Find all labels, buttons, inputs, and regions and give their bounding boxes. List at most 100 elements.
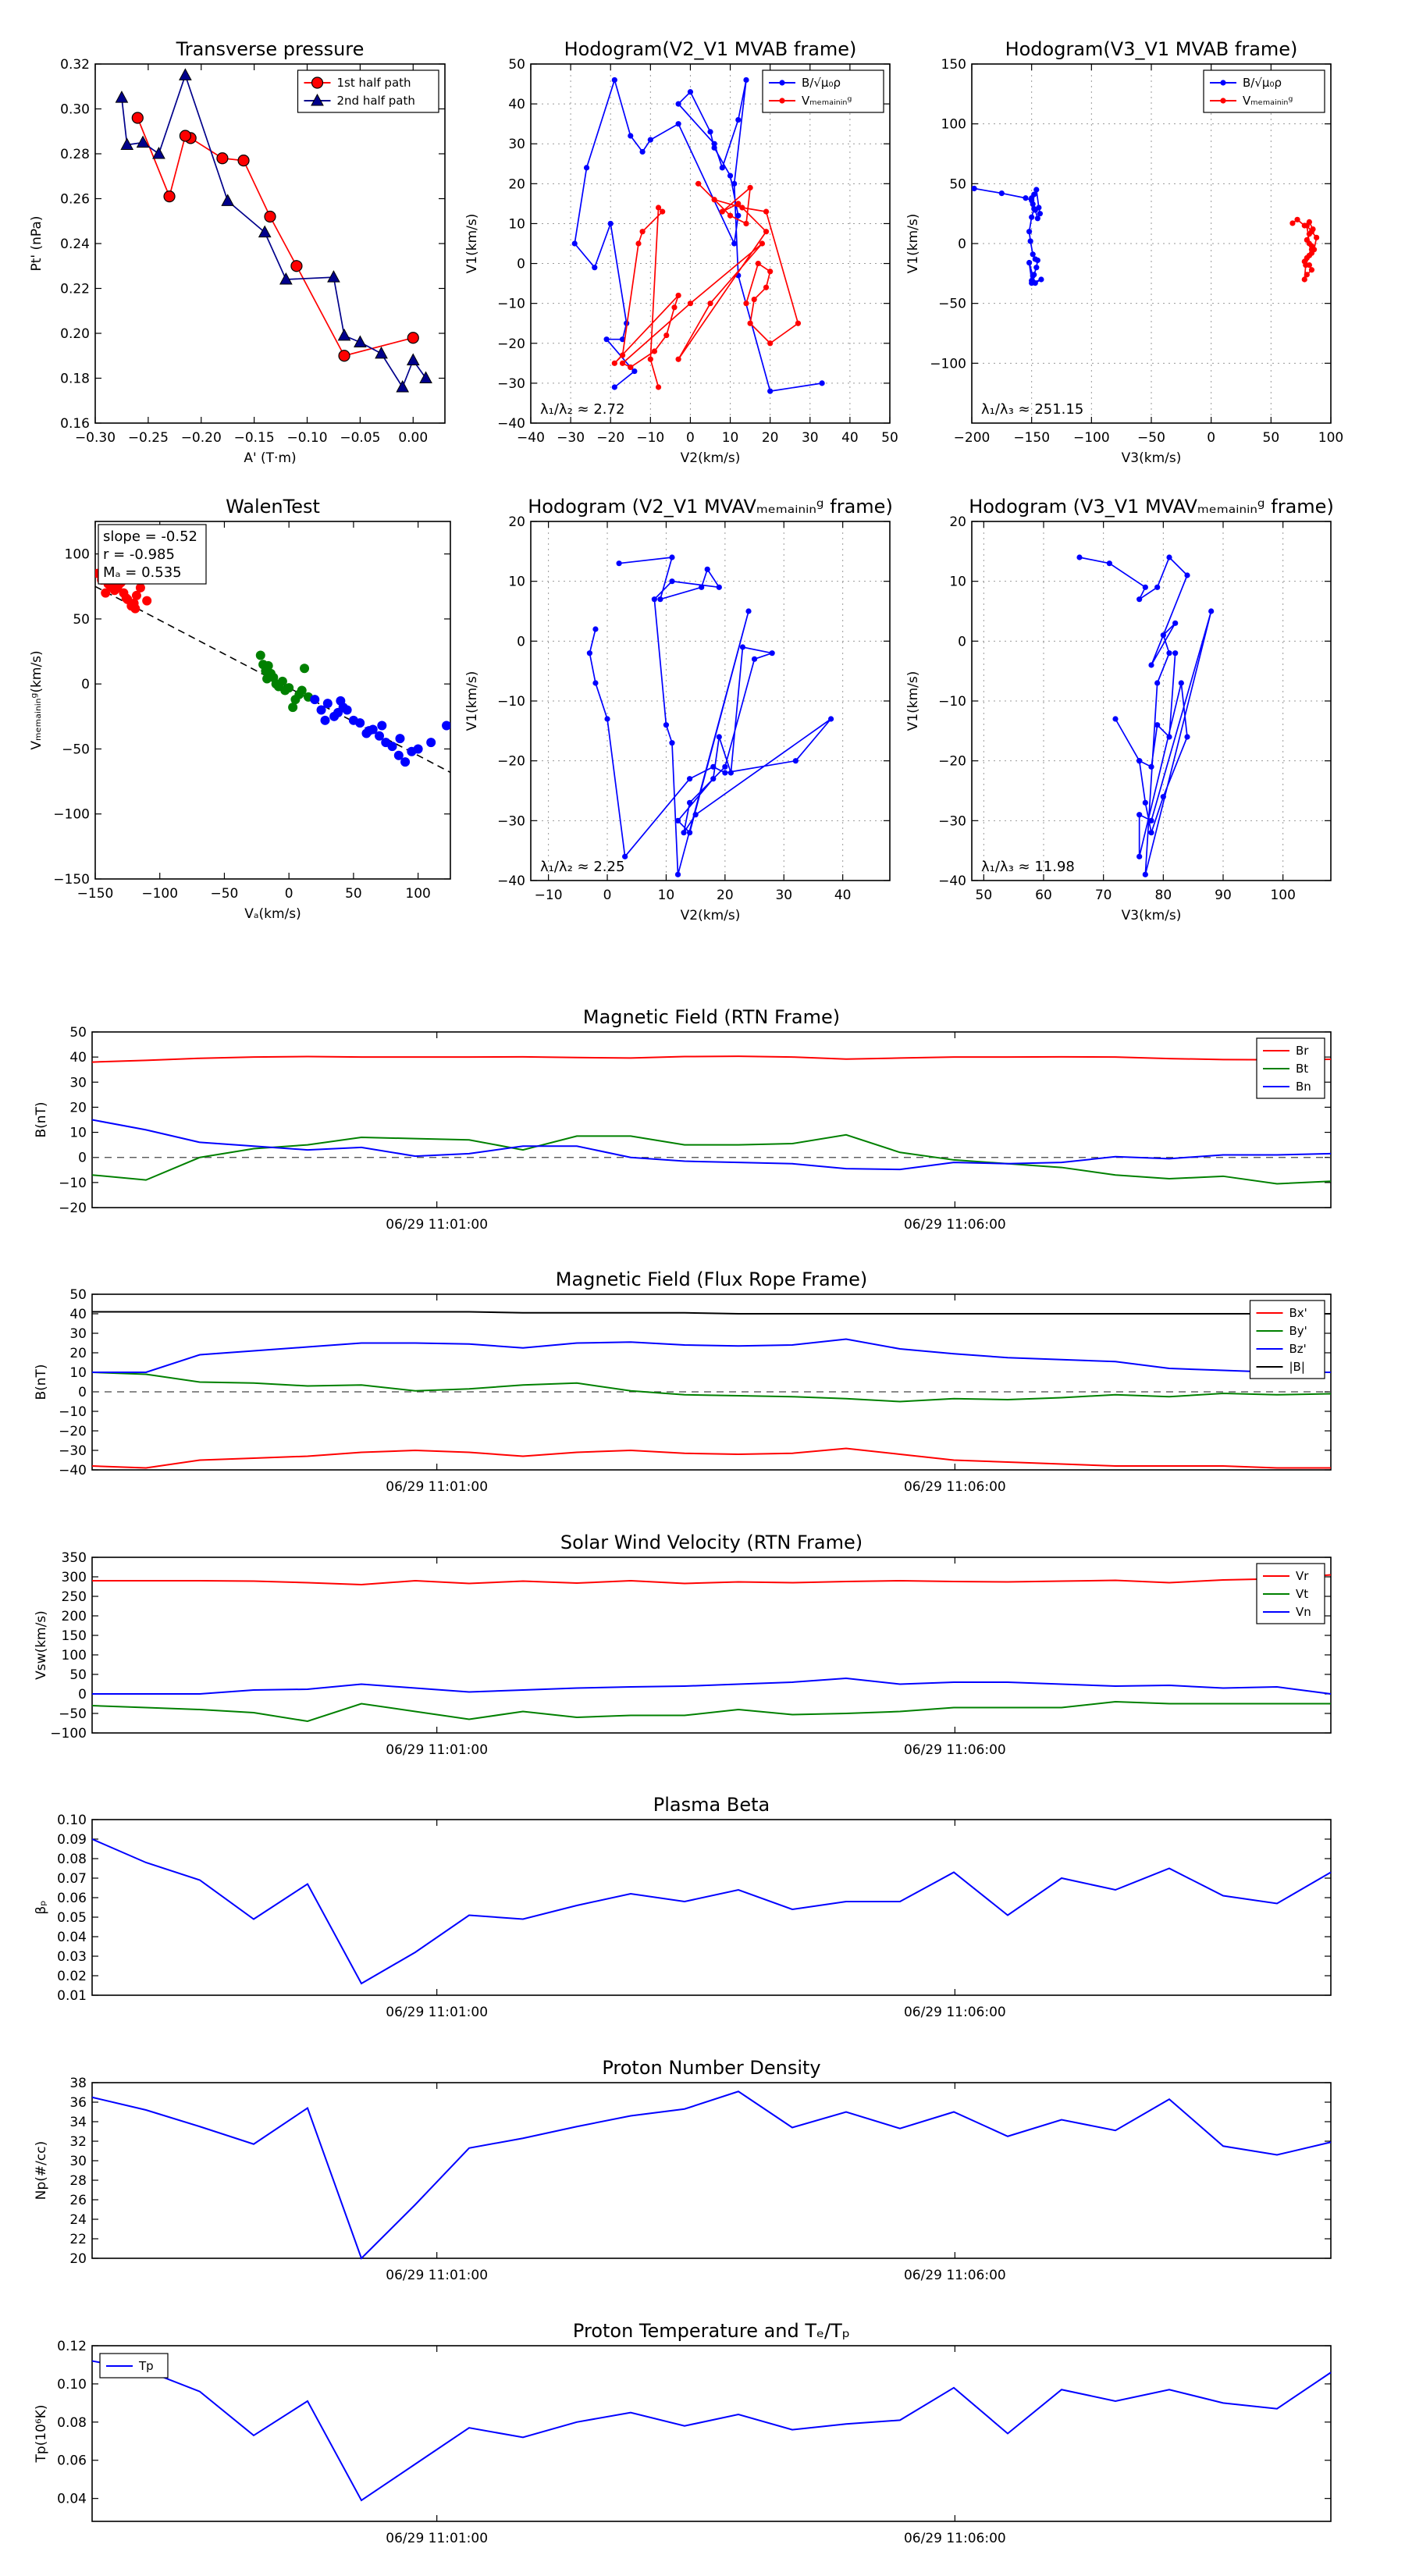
- series-line-Vt: [91, 1700, 1331, 1723]
- data-point: [1023, 195, 1029, 201]
- y-tick-label: 22: [69, 2232, 87, 2247]
- x-tick-label: 50: [881, 430, 898, 446]
- axes-frame: [91, 1293, 1332, 1471]
- y-tick-label: −50: [59, 1706, 87, 1722]
- x-tick-label: −0.15: [234, 430, 275, 446]
- y-tick-label: −100: [53, 807, 90, 823]
- legend-marker: [311, 93, 324, 106]
- legend-label: B/√μ₀ρ: [1243, 76, 1282, 90]
- data-point: [707, 301, 713, 307]
- y-tick-label: 30: [69, 2154, 87, 2169]
- data-point: [669, 554, 675, 560]
- data-point: [354, 335, 367, 347]
- x-tick-label: −0.30: [75, 430, 116, 446]
- y-tick-label: −30: [938, 813, 966, 829]
- data-point: [722, 763, 728, 770]
- stats-line: slope = -0.52: [103, 528, 197, 545]
- data-point: [1160, 794, 1166, 800]
- data-point: [221, 194, 235, 206]
- y-tick-label: 0: [517, 257, 525, 272]
- data-point: [639, 148, 646, 155]
- data-point: [759, 240, 766, 247]
- y-tick-label: 0: [958, 634, 966, 649]
- y-tick-label: −10: [59, 1176, 87, 1191]
- data-point: [1306, 252, 1312, 258]
- y-tick-label: 50: [69, 1667, 87, 1683]
- data-point: [751, 656, 758, 662]
- time-tick-label: 06/29 11:01:00: [386, 1479, 488, 1495]
- legend-box: [1203, 69, 1325, 113]
- stats-line: r = -0.985: [103, 546, 175, 563]
- y-axis-label: B(nT): [34, 1101, 49, 1137]
- data-point: [607, 220, 614, 227]
- data-point: [1034, 215, 1040, 222]
- series-line-0: [589, 557, 832, 875]
- time-tick-label: 06/29 11:01:00: [386, 2005, 488, 2020]
- y-tick-label: 50: [69, 1025, 87, 1041]
- chart-hodogram-v2v1-mvab: −40 −30 −20 −10 0 10 20 30 40 50 −40 −30 −20 −10 0 10 20…: [464, 38, 898, 466]
- data-point: [727, 173, 734, 179]
- data-point: [364, 726, 374, 736]
- data-point: [163, 190, 176, 203]
- chart-hodogram-v3v1-mvav: −40 −30 −20 −10 0 10 20 50 60 70 80 90 100 Hodogram (…: [905, 496, 1334, 923]
- y-tick-label: −20: [938, 754, 966, 770]
- data-point: [687, 830, 693, 836]
- data-point: [619, 360, 626, 366]
- data-point: [1038, 276, 1044, 283]
- y-tick-label: 10: [69, 1365, 87, 1381]
- legend-marker: [311, 76, 324, 89]
- data-point: [327, 270, 340, 283]
- data-point: [1142, 871, 1148, 877]
- chart-hodogram-v3v1-mvab: −100 −50 0 50 100 150 −200 −150 −100 −50 0 50 100 Hod…: [905, 38, 1343, 466]
- data-point: [663, 332, 670, 339]
- time-tick-label: 06/29 11:01:00: [386, 2268, 488, 2283]
- data-point: [639, 229, 646, 235]
- x-tick-label: −100: [141, 886, 178, 902]
- data-point: [739, 644, 746, 650]
- y-tick-label: 0.05: [57, 1910, 87, 1926]
- y-tick-label: 10: [508, 575, 525, 590]
- data-point: [142, 596, 152, 606]
- legend-box: [1249, 1300, 1325, 1379]
- y-tick-label: −10: [938, 694, 966, 710]
- y-tick-label: −40: [497, 873, 525, 889]
- legend: 1st half path 2nd half path: [297, 69, 439, 113]
- y-axis-label: B(nT): [34, 1364, 49, 1400]
- y-tick-label: 10: [69, 1126, 87, 1141]
- y-tick-label: 20: [508, 514, 525, 530]
- y-tick-label: −100: [50, 1726, 87, 1742]
- y-tick-label: 0.24: [60, 237, 90, 252]
- data-point: [635, 240, 642, 247]
- y-tick-label: −10: [59, 1404, 87, 1420]
- y-tick-label: 0: [78, 1385, 87, 1400]
- data-point: [131, 590, 141, 600]
- y-tick-label: 0.03: [57, 1949, 87, 1965]
- data-point: [583, 165, 590, 171]
- eigenvalue-ratio: λ₁/λ₃ ≈ 251.15: [981, 401, 1083, 418]
- data-point: [699, 584, 705, 590]
- data-point: [619, 352, 626, 358]
- x-tick-label: 60: [1035, 888, 1052, 903]
- legend: Tp: [99, 2353, 169, 2379]
- y-tick-label: 0.18: [60, 372, 90, 387]
- data-point: [1306, 240, 1312, 247]
- axes-frame: [530, 521, 891, 881]
- y-tick-label: 150: [941, 57, 966, 73]
- data-point: [735, 212, 742, 219]
- data-point: [735, 116, 742, 123]
- data-point: [1029, 195, 1035, 201]
- data-point: [651, 348, 658, 354]
- data-point: [1027, 238, 1033, 244]
- y-tick-label: −40: [59, 1463, 87, 1478]
- data-point: [1289, 220, 1296, 226]
- legend-label: Bx': [1289, 1306, 1307, 1320]
- data-point: [1208, 608, 1215, 614]
- data-point: [819, 380, 825, 386]
- x-tick-label: 0: [285, 886, 293, 902]
- data-point: [747, 320, 753, 326]
- series-line-1: [121, 73, 427, 389]
- data-point: [687, 301, 694, 307]
- y-tick-label: 40: [69, 1050, 87, 1066]
- data-point: [131, 112, 144, 124]
- data-point: [337, 328, 351, 341]
